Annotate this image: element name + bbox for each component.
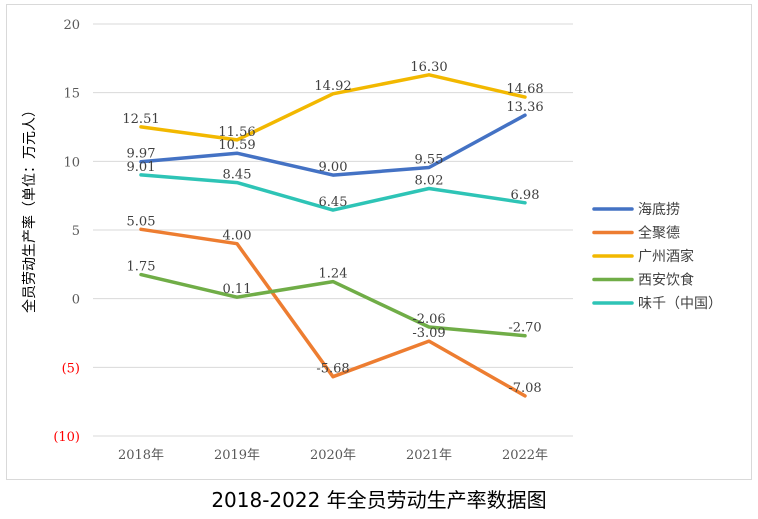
data-label: 10.59 — [218, 138, 255, 153]
legend-entry: 西安饮食 — [638, 272, 694, 289]
data-label: 8.45 — [223, 168, 252, 183]
data-label: 9.97 — [127, 147, 156, 162]
data-label: 12.51 — [122, 112, 159, 127]
data-label: 14.68 — [506, 82, 543, 97]
x-tick-label: 2019年 — [214, 448, 260, 463]
x-tick-label: 2022年 — [502, 448, 548, 463]
x-tick-label: 2018年 — [118, 448, 164, 463]
chart-frame — [6, 4, 752, 480]
data-labels: 9.97 10.59 9.00 9.55 13.36 5.05 4.00 -5.68 -3.09… — [122, 60, 543, 396]
y-tick-label: 20 — [63, 18, 80, 33]
series-line-4 — [139, 173, 527, 212]
series-lines — [139, 73, 527, 398]
y-axis-ticks: 20 15 10 5 0 (5) (10) — [53, 18, 80, 445]
data-label: 6.45 — [319, 195, 348, 210]
legend-entry: 味千（中国） — [638, 296, 722, 312]
data-label: -7.08 — [508, 381, 541, 396]
data-label: 4.00 — [223, 229, 252, 244]
data-label: 8.02 — [415, 174, 444, 189]
chart-title: 2018-2022 年全员劳动生产率数据图 — [211, 488, 547, 512]
data-label: 6.98 — [511, 188, 540, 203]
data-label: 0.11 — [223, 282, 252, 297]
legend-entry: 全聚德 — [638, 225, 680, 242]
y-tick-label: (5) — [62, 361, 80, 376]
data-label: 9.55 — [415, 153, 444, 168]
y-axis-label: 全员劳动生产率（单位：万元人） — [21, 103, 38, 313]
data-label: -5.68 — [316, 362, 349, 377]
y-tick-label: 10 — [63, 155, 80, 170]
data-label: 14.92 — [314, 79, 351, 94]
y-tick-label: 15 — [63, 87, 80, 102]
series-line-1 — [139, 227, 527, 398]
gridlines — [93, 23, 573, 437]
x-tick-label: 2021年 — [406, 448, 452, 463]
data-label: -2.06 — [412, 312, 445, 327]
data-label: 1.24 — [319, 267, 348, 282]
data-label: 9.01 — [127, 160, 156, 175]
data-label: 11.56 — [218, 125, 255, 140]
data-label: 9.00 — [319, 160, 348, 175]
y-tick-label: (10) — [53, 430, 80, 445]
x-axis-ticks: 2018年 2019年 2020年 2021年 2022年 — [118, 448, 548, 463]
series-line-0 — [139, 113, 527, 177]
x-tick-label: 2020年 — [310, 448, 356, 463]
y-tick-label: 0 — [72, 293, 80, 308]
data-label: 16.30 — [410, 60, 447, 75]
series-line-3 — [139, 272, 527, 338]
series-line-2 — [139, 73, 527, 142]
line-chart: 20 15 10 5 0 (5) (10) 2018年 2019年 2020年 2021年 2022… — [21, 18, 722, 463]
data-label: -2.70 — [508, 321, 541, 336]
data-label: 5.05 — [127, 214, 156, 229]
legend-entry: 广州酒家 — [638, 248, 694, 265]
data-label: 1.75 — [127, 260, 156, 275]
data-label: -3.09 — [412, 326, 445, 341]
y-tick-label: 5 — [72, 224, 80, 239]
data-label: 13.36 — [506, 100, 543, 115]
legend-entry: 海底捞 — [638, 202, 680, 218]
